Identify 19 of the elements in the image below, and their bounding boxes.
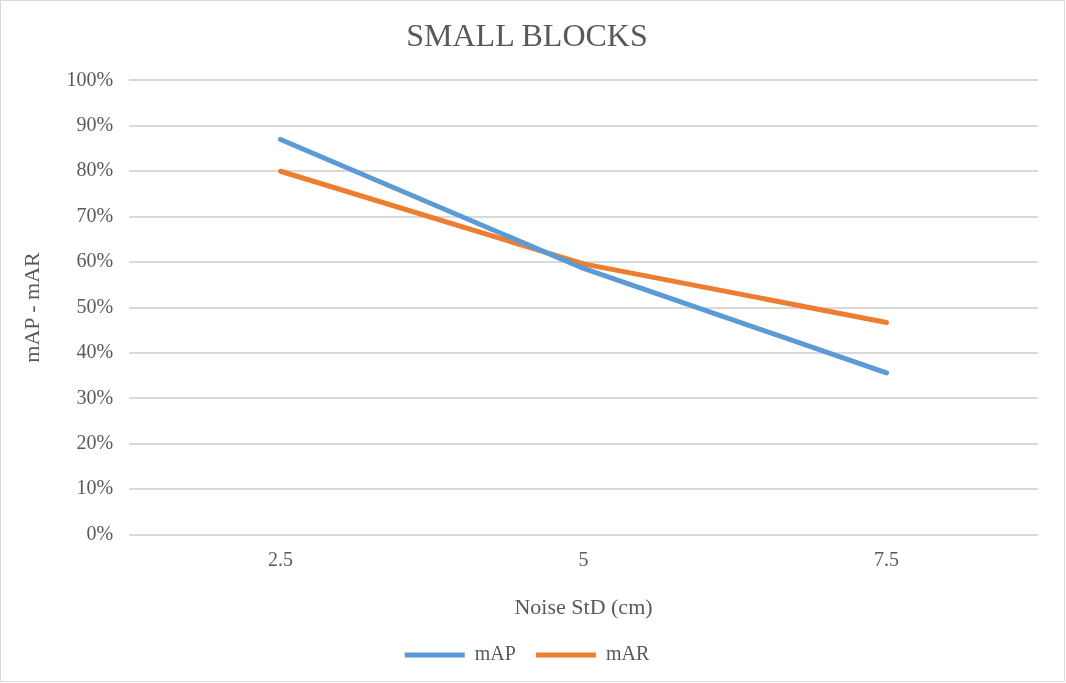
y-tick-label: 100%	[66, 67, 114, 90]
legend-label: mAP	[474, 642, 516, 665]
y-tick-label: 20%	[76, 431, 114, 454]
x-tick-label: 7.5	[874, 547, 900, 570]
x-tick-label: 5	[578, 547, 589, 570]
y-tick-label: 0%	[86, 521, 114, 544]
legend-label: mAR	[605, 642, 650, 665]
x-axis-title: Noise StD (cm)	[514, 593, 653, 619]
chart-title: SMALL BLOCKS	[406, 16, 648, 53]
y-tick-label: 10%	[76, 476, 114, 499]
y-tick-label: 70%	[76, 203, 114, 226]
y-tick-label: 30%	[76, 385, 114, 408]
y-tick-label: 90%	[76, 113, 114, 136]
y-axis-title: mAP - mAR	[18, 251, 44, 363]
y-tick-label: 80%	[76, 158, 114, 181]
x-tick-label: 2.5	[268, 547, 294, 570]
y-tick-label: 40%	[76, 340, 114, 363]
y-tick-label: 50%	[76, 294, 114, 317]
y-tick-label: 60%	[76, 249, 114, 272]
